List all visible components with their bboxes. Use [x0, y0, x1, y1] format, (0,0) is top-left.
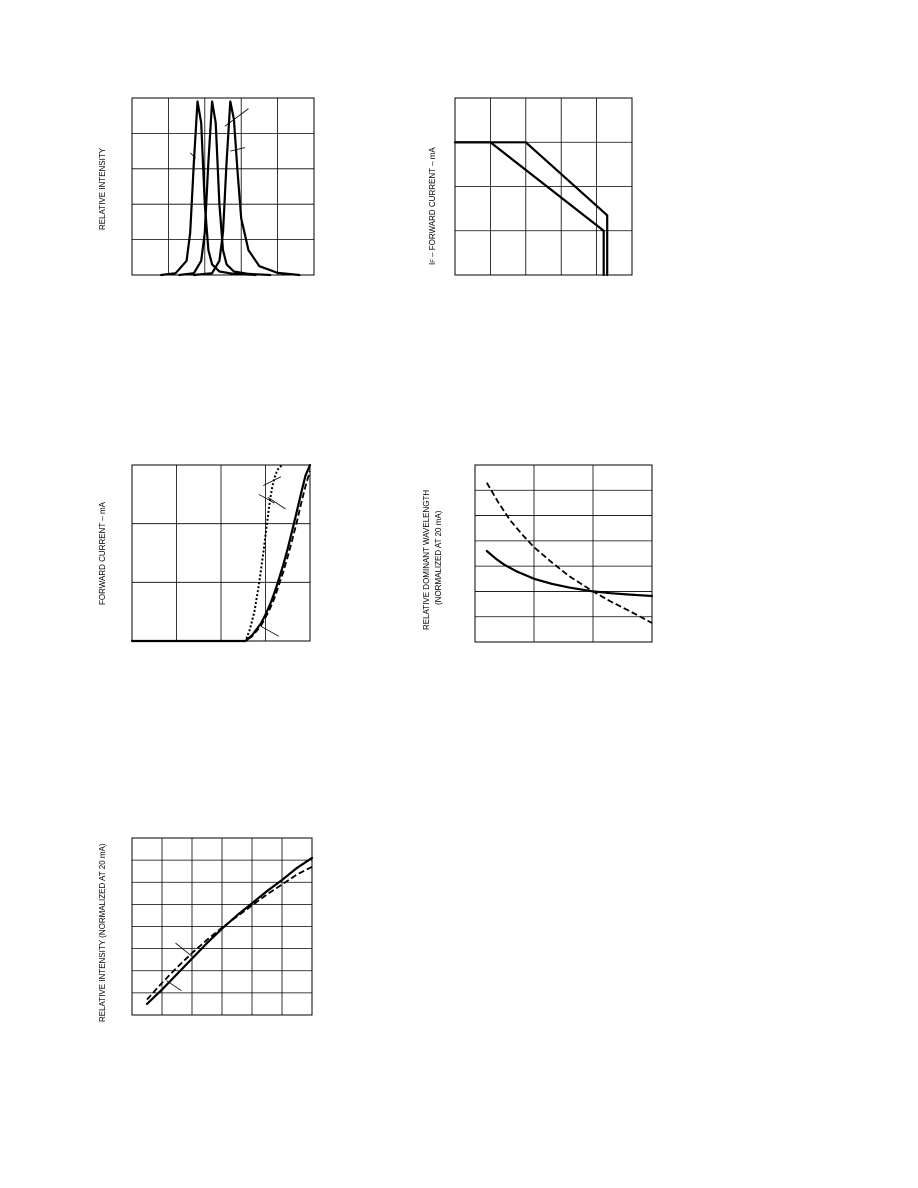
plot-frame [131, 97, 315, 276]
iv-chart: FORWARD CURRENT – mA [90, 455, 320, 655]
series-line-2 [132, 470, 311, 642]
annotation-leader-1 [224, 108, 249, 127]
wavelength-chart-plot [474, 464, 654, 643]
wavelength-chart: RELATIVE DOMINANT WAVELENGTH (NORMALIZED… [410, 455, 660, 655]
annotation-leader-1 [175, 942, 193, 957]
series-line-1 [159, 100, 257, 277]
annotation-leader-2 [258, 493, 275, 504]
series-line-2 [146, 865, 313, 1001]
intensity-chart-plot [131, 837, 314, 1016]
series-line-1 [130, 463, 312, 643]
annotation-leader-1 [263, 476, 282, 486]
intensity-chart: RELATIVE INTENSITY (NORMALIZED AT 20 mA) [90, 830, 320, 1030]
series-line-3 [132, 464, 284, 642]
series-line-1 [453, 141, 605, 277]
series-line-1 [485, 549, 654, 598]
derating-chart-plot [453, 97, 633, 277]
annotation-leader-2 [230, 147, 245, 152]
annotation-leader-3 [267, 496, 286, 510]
annotation-leader-3 [189, 152, 196, 159]
series-line-2 [453, 141, 609, 277]
iv-chart-plot [130, 463, 312, 643]
plot-frame [474, 464, 653, 643]
series-line-2 [178, 100, 272, 277]
spectra-chart-plot [131, 97, 315, 277]
plot-frame [131, 837, 313, 1016]
series-line-1 [145, 856, 314, 1005]
derating-chart: IF – FORWARD CURRENT – mA [410, 90, 640, 280]
series-line-2 [486, 482, 653, 624]
annotation-leader-4 [260, 625, 280, 637]
annotation-leader-2 [166, 980, 182, 991]
plot-frame [454, 97, 633, 276]
spectra-chart: RELATIVE INTENSITY [90, 90, 320, 280]
